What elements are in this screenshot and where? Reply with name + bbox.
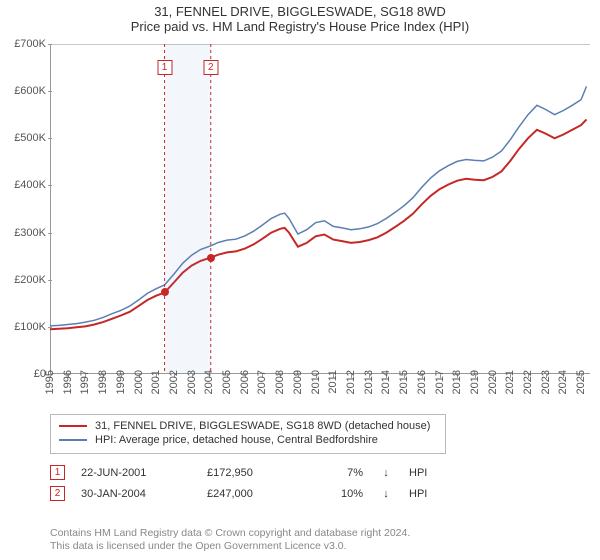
x-tick-label: 2007 xyxy=(256,370,268,394)
chart-title: 31, FENNEL DRIVE, BIGGLESWADE, SG18 8WD xyxy=(0,0,600,19)
x-tick-label: 2017 xyxy=(434,370,446,394)
sale-marker-box: 1 xyxy=(157,60,172,75)
x-tick-label: 1998 xyxy=(97,370,109,394)
footer-line2: This data is licensed under the Open Gov… xyxy=(50,540,580,554)
x-tick-label: 2009 xyxy=(292,370,304,394)
x-tick-label: 1999 xyxy=(115,370,127,394)
x-tick-label: 2006 xyxy=(239,370,251,394)
line-series-svg xyxy=(50,44,590,374)
y-tick-label: £400K xyxy=(2,179,46,191)
chart-area: £0£100K£200K£300K£400K£500K£600K£700K199… xyxy=(50,44,590,374)
x-tick-label: 2019 xyxy=(469,370,481,394)
sales-row-pct: 10% xyxy=(323,488,363,500)
sales-row-ref: HPI xyxy=(409,488,449,500)
x-tick-label: 2010 xyxy=(310,370,322,394)
sales-row-marker: 2 xyxy=(50,486,65,501)
sales-table: 1 22-JUN-2001 £172,950 7% ↓ HPI 2 30-JAN-2004 £2… xyxy=(50,462,550,504)
x-tick-label: 2015 xyxy=(398,370,410,394)
x-tick-label: 2016 xyxy=(416,370,428,394)
x-tick-label: 2024 xyxy=(557,370,569,394)
legend-label-paid: 31, FENNEL DRIVE, BIGGLESWADE, SG18 8WD … xyxy=(95,420,430,432)
y-tick-label: £100K xyxy=(2,321,46,333)
x-tick-label: 2013 xyxy=(363,370,375,394)
footer: Contains HM Land Registry data © Crown c… xyxy=(50,527,580,554)
x-tick-label: 2018 xyxy=(451,370,463,394)
sale-marker-dot xyxy=(161,288,169,296)
down-arrow-icon: ↓ xyxy=(379,488,393,500)
sales-row-date: 30-JAN-2004 xyxy=(81,488,191,500)
sale-marker-box: 2 xyxy=(203,60,218,75)
sales-row: 2 30-JAN-2004 £247,000 10% ↓ HPI xyxy=(50,483,550,504)
legend-row-paid: 31, FENNEL DRIVE, BIGGLESWADE, SG18 8WD … xyxy=(59,419,437,433)
sales-row-price: £247,000 xyxy=(207,488,307,500)
x-tick-label: 2014 xyxy=(380,370,392,394)
x-tick-label: 2000 xyxy=(133,370,145,394)
y-tick-label: £700K xyxy=(2,38,46,50)
sales-row: 1 22-JUN-2001 £172,950 7% ↓ HPI xyxy=(50,462,550,483)
y-tick-label: £500K xyxy=(2,132,46,144)
sales-row-date: 22-JUN-2001 xyxy=(81,467,191,479)
x-tick-label: 2011 xyxy=(327,370,339,394)
down-arrow-icon: ↓ xyxy=(379,467,393,479)
series-paid xyxy=(50,119,587,329)
x-tick-label: 2005 xyxy=(221,370,233,394)
x-tick-label: 2022 xyxy=(522,370,534,394)
x-tick-label: 2001 xyxy=(150,370,162,394)
y-tick-label: £200K xyxy=(2,274,46,286)
sales-row-ref: HPI xyxy=(409,467,449,479)
sales-row-price: £172,950 xyxy=(207,467,307,479)
x-tick-label: 1995 xyxy=(44,370,56,394)
y-tick-label: £0 xyxy=(2,368,46,380)
legend-swatch-paid xyxy=(59,425,87,427)
x-tick-label: 2008 xyxy=(274,370,286,394)
sales-row-pct: 7% xyxy=(323,467,363,479)
x-tick-label: 1997 xyxy=(79,370,91,394)
series-hpi xyxy=(50,86,587,326)
legend-swatch-hpi xyxy=(59,439,87,441)
shade-between-sales xyxy=(165,44,211,374)
x-tick-label: 2023 xyxy=(540,370,552,394)
footer-line1: Contains HM Land Registry data © Crown c… xyxy=(50,527,580,541)
sales-row-marker: 1 xyxy=(50,465,65,480)
y-tick-label: £600K xyxy=(2,85,46,97)
legend-label-hpi: HPI: Average price, detached house, Cent… xyxy=(95,434,378,446)
legend-row-hpi: HPI: Average price, detached house, Cent… xyxy=(59,433,437,447)
x-tick-label: 2012 xyxy=(345,370,357,394)
chart-subtitle: Price paid vs. HM Land Registry's House … xyxy=(0,19,600,38)
x-tick-label: 2025 xyxy=(575,370,587,394)
legend: 31, FENNEL DRIVE, BIGGLESWADE, SG18 8WD … xyxy=(50,414,446,454)
x-tick-label: 2020 xyxy=(487,370,499,394)
x-tick-label: 1996 xyxy=(62,370,74,394)
x-tick-label: 2021 xyxy=(504,370,516,394)
y-tick-label: £300K xyxy=(2,227,46,239)
sale-marker-dot xyxy=(207,254,215,262)
